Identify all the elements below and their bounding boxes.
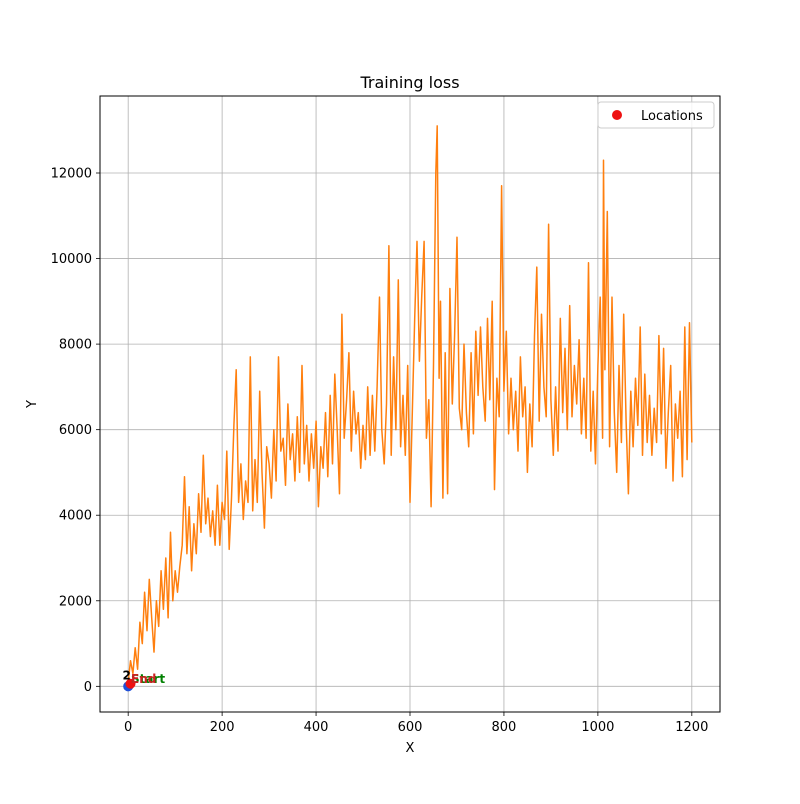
y-tick-label: 8000 (59, 338, 92, 353)
chart-title: Training loss (359, 73, 459, 92)
y-tick-label: 10000 (51, 252, 92, 267)
legend-marker (612, 110, 622, 120)
x-tick-label: 600 (398, 720, 423, 735)
y-tick-label: 4000 (59, 509, 92, 524)
legend: Locations (597, 101, 715, 129)
annotation-label: 2 (123, 668, 131, 682)
x-tick-label: 200 (210, 720, 235, 735)
y-tick-label: 0 (84, 680, 92, 695)
x-tick-label: 0 (124, 720, 132, 735)
x-tick-label: 400 (304, 720, 329, 735)
legend-box (597, 101, 715, 129)
grid-lines (100, 96, 720, 712)
y-tick-label: 6000 (59, 423, 92, 438)
annotation-label: End (131, 672, 156, 686)
x-tick-label: 1000 (581, 720, 614, 735)
legend-label: Locations (641, 109, 703, 124)
loss-series-line (127, 125, 693, 683)
y-tick-label: 12000 (51, 167, 92, 182)
y-axis-label: Y (25, 400, 40, 409)
y-tick-label: 2000 (59, 594, 92, 609)
x-axis-ticks: 0 200 400 600 800 1000 1200 (124, 712, 708, 735)
x-tick-label: 1200 (675, 720, 708, 735)
x-axis-label: X (406, 741, 415, 756)
location-point (125, 678, 136, 689)
x-tick-label: 800 (492, 720, 517, 735)
annotation-label: Start (131, 672, 165, 686)
y-axis-ticks: 0 2000 4000 6000 8000 10000 12000 (51, 167, 100, 695)
